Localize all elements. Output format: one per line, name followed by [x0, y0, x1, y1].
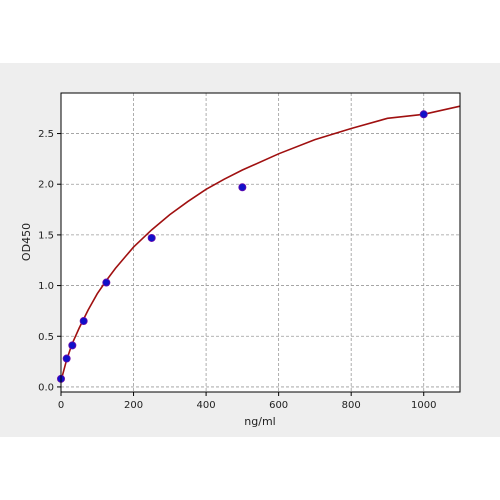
x-tick-label: 0 — [58, 400, 64, 411]
y-tick-label: 2.5 — [38, 129, 54, 140]
y-axis: 0.0 0.5 1.0 1.5 2.0 2.5 — [38, 129, 61, 393]
y-tick-label: 0.5 — [38, 332, 54, 343]
data-point — [102, 278, 111, 287]
plot-area — [61, 93, 460, 392]
x-axis: 0 200 400 600 800 1000 — [58, 392, 436, 411]
data-point — [79, 317, 88, 326]
data-point — [62, 354, 71, 363]
x-tick-label: 200 — [124, 400, 143, 411]
y-tick-label: 0.0 — [38, 382, 54, 393]
y-tick-label: 1.5 — [38, 230, 54, 241]
x-tick-label: 800 — [342, 400, 361, 411]
y-tick-label: 1.0 — [38, 281, 54, 292]
x-axis-label: ng/ml — [244, 415, 275, 428]
data-point — [419, 110, 428, 119]
data-point — [238, 183, 247, 192]
x-tick-label: 400 — [197, 400, 216, 411]
grid-lines — [60, 93, 460, 392]
y-tick-label: 2.0 — [38, 180, 54, 191]
x-tick-label: 1000 — [411, 400, 436, 411]
x-tick-label: 600 — [269, 400, 288, 411]
data-point — [147, 233, 156, 242]
y-axis-label: OD450 — [20, 223, 33, 261]
data-point — [68, 341, 77, 350]
plot-frame — [60, 92, 461, 393]
